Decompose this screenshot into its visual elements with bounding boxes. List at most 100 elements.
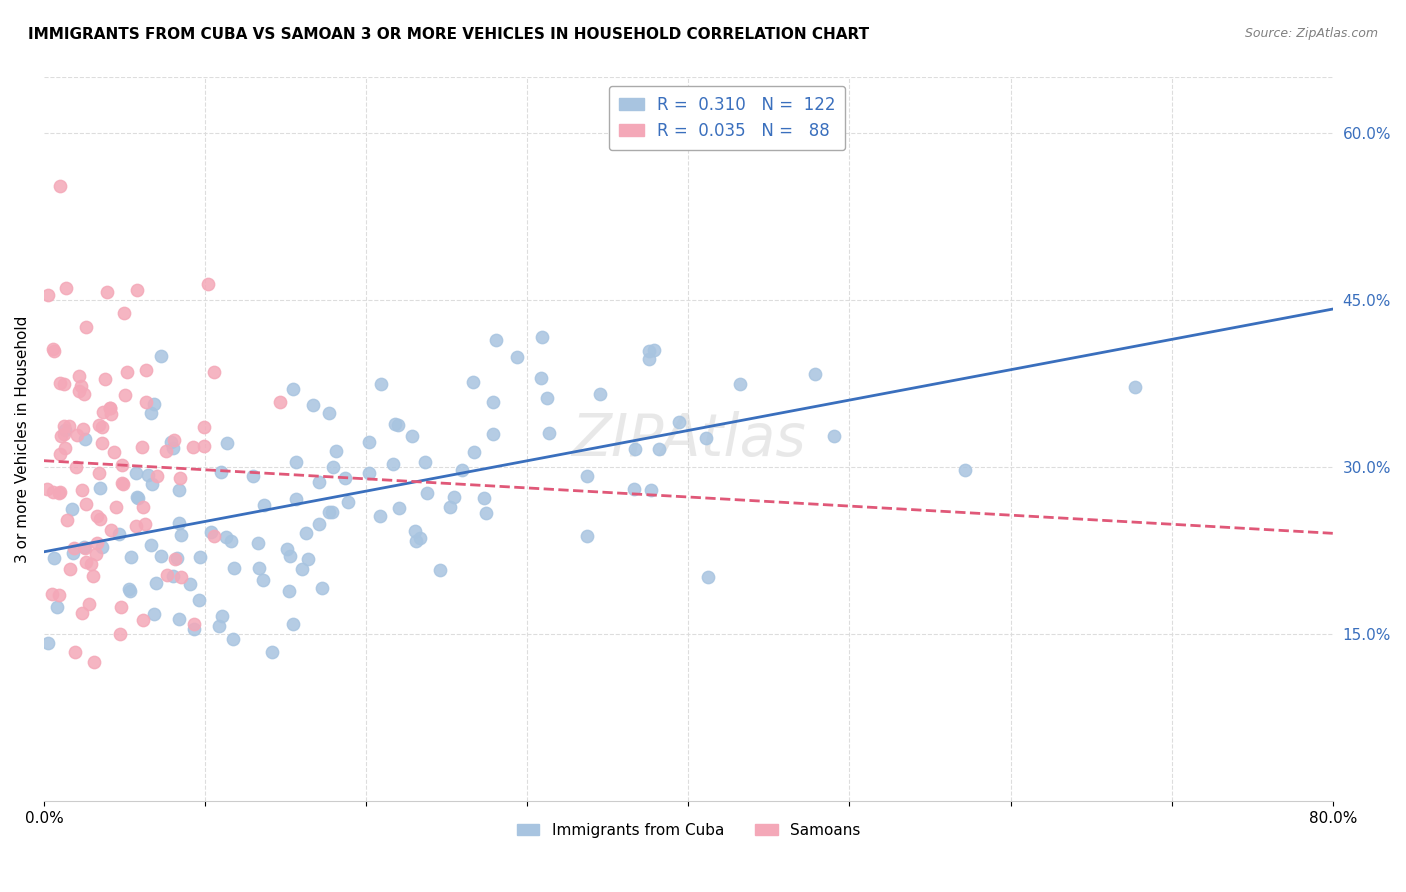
Text: ZIPAtlas: ZIPAtlas — [571, 410, 806, 467]
Point — [125, 519, 148, 533]
Point — [49, 447, 72, 461]
Point — [668, 415, 690, 429]
Point — [155, 568, 177, 582]
Point — [170, 570, 193, 584]
Point — [48, 588, 70, 602]
Point — [75, 319, 97, 334]
Point — [110, 600, 132, 615]
Point — [55, 281, 77, 295]
Point — [166, 550, 188, 565]
Point — [302, 398, 325, 412]
Point — [165, 551, 187, 566]
Point — [318, 405, 340, 419]
Point — [91, 405, 114, 419]
Point — [384, 417, 406, 431]
Point — [623, 482, 645, 496]
Point — [49, 376, 72, 390]
Point — [322, 460, 344, 475]
Point — [211, 609, 233, 624]
Point — [70, 606, 93, 620]
Point — [281, 617, 304, 632]
Point — [94, 372, 117, 386]
Point — [125, 466, 148, 480]
Point — [728, 377, 751, 392]
Point — [506, 351, 529, 365]
Point — [86, 508, 108, 523]
Point — [52, 376, 75, 391]
Point — [443, 490, 465, 504]
Point — [197, 277, 219, 292]
Point — [100, 407, 122, 421]
Point — [49, 484, 72, 499]
Point — [576, 529, 599, 543]
Point — [321, 505, 343, 519]
Point — [295, 525, 318, 540]
Point — [451, 463, 474, 477]
Point — [209, 465, 232, 479]
Point — [221, 632, 243, 647]
Point — [648, 442, 671, 457]
Point — [169, 516, 191, 530]
Point — [325, 444, 347, 458]
Point — [90, 419, 112, 434]
Text: Source: ZipAtlas.com: Source: ZipAtlas.com — [1244, 27, 1378, 40]
Point — [247, 561, 270, 575]
Point — [368, 508, 391, 523]
Point — [42, 550, 65, 565]
Point — [401, 428, 423, 442]
Point — [44, 344, 66, 359]
Point — [224, 560, 246, 574]
Point — [337, 495, 360, 509]
Point — [56, 512, 79, 526]
Point — [139, 406, 162, 420]
Point — [111, 476, 134, 491]
Point — [155, 444, 177, 458]
Point — [183, 617, 205, 632]
Point — [404, 524, 426, 539]
Point — [134, 517, 156, 532]
Point — [382, 457, 405, 471]
Point — [132, 613, 155, 627]
Point — [82, 569, 104, 583]
Point — [439, 500, 461, 515]
Point — [87, 417, 110, 432]
Point — [387, 418, 409, 433]
Point — [482, 426, 505, 441]
Point — [150, 549, 173, 564]
Point — [637, 343, 659, 358]
Point — [77, 597, 100, 611]
Point — [308, 475, 330, 489]
Point — [472, 491, 495, 505]
Point — [181, 440, 204, 454]
Point — [127, 490, 149, 504]
Point — [73, 541, 96, 555]
Point — [96, 285, 118, 300]
Point — [67, 368, 90, 383]
Point — [179, 576, 201, 591]
Point — [405, 534, 427, 549]
Point — [135, 395, 157, 409]
Point — [208, 618, 231, 632]
Point — [100, 523, 122, 537]
Point — [73, 540, 96, 554]
Point — [215, 530, 238, 544]
Point — [42, 342, 65, 356]
Point — [589, 387, 612, 401]
Point — [252, 573, 274, 587]
Point — [291, 562, 314, 576]
Point — [141, 538, 163, 552]
Point — [167, 612, 190, 626]
Point — [120, 550, 142, 565]
Point — [200, 524, 222, 539]
Point — [114, 388, 136, 402]
Point — [115, 365, 138, 379]
Point — [359, 435, 381, 450]
Point — [285, 454, 308, 468]
Point — [170, 528, 193, 542]
Point — [87, 467, 110, 481]
Point — [108, 527, 131, 541]
Point — [41, 587, 63, 601]
Point — [160, 435, 183, 450]
Point — [72, 422, 94, 436]
Point — [163, 434, 186, 448]
